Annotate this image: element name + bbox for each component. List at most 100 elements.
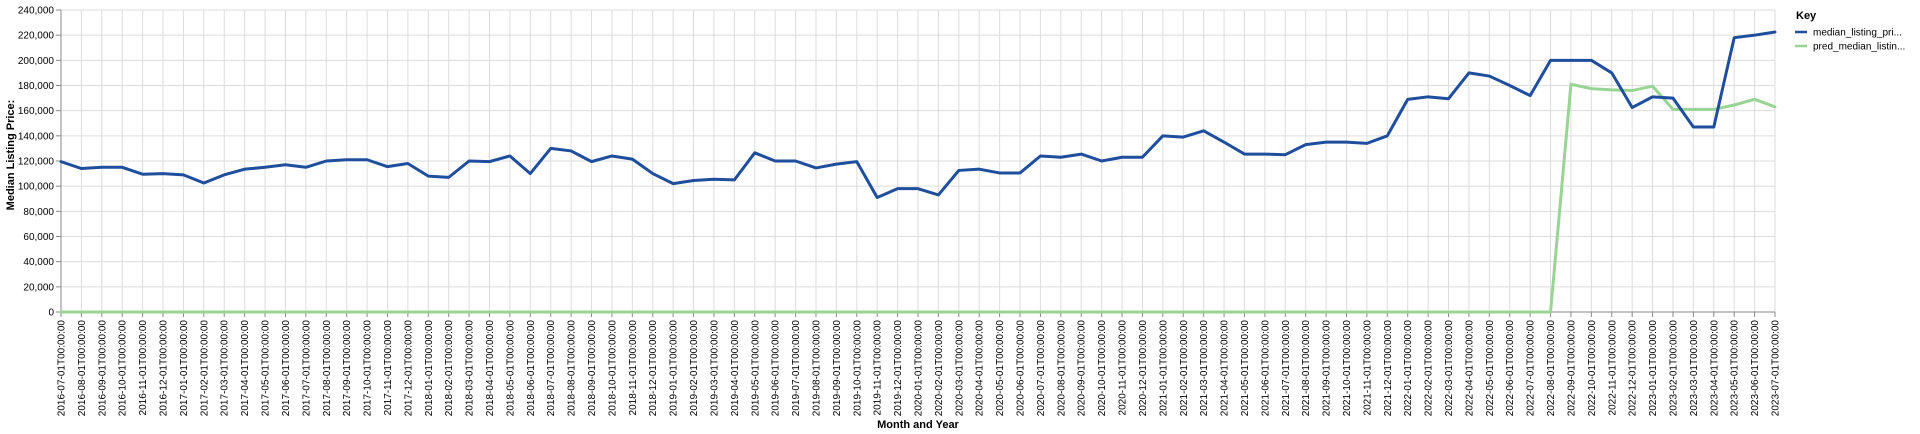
x-tick-label: 2019-11-01T00:00:00 (873, 320, 884, 416)
grid-lines (60, 9, 1776, 313)
y-tick-label: 240,000 (18, 6, 55, 17)
x-tick-label: 2022-08-01T00:00:00 (1546, 320, 1557, 417)
x-tick-label: 2020-11-01T00:00:00 (1118, 320, 1129, 416)
x-tick-label: 2020-05-01T00:00:00 (995, 320, 1006, 417)
x-tick-label: 2021-09-01T00:00:00 (1322, 320, 1333, 417)
x-tick-label: 2020-09-01T00:00:00 (1077, 320, 1088, 417)
x-tick-label: 2019-08-01T00:00:00 (811, 320, 822, 417)
y-tick-label: 180,000 (18, 81, 55, 92)
x-tick-label: 2022-09-01T00:00:00 (1566, 320, 1577, 417)
x-tick-label: 2023-02-01T00:00:00 (1668, 320, 1679, 417)
legend-label: pred_median_listin... (1813, 42, 1905, 53)
x-tick-label: 2018-03-01T00:00:00 (465, 320, 476, 417)
y-tick-label: 40,000 (23, 257, 54, 268)
x-tick-label: 2022-07-01T00:00:00 (1526, 320, 1537, 417)
x-tick-label: 2018-05-01T00:00:00 (505, 320, 516, 417)
x-tick-label: 2019-06-01T00:00:00 (771, 320, 782, 417)
x-tick-label: 2021-12-01T00:00:00 (1383, 320, 1394, 417)
x-tick-label: 2023-07-01T00:00:00 (1771, 320, 1782, 417)
x-tick-label: 2021-05-01T00:00:00 (1240, 320, 1251, 417)
y-tick-label: 120,000 (18, 157, 55, 168)
x-tick-label: 2021-04-01T00:00:00 (1220, 320, 1231, 417)
x-tick-label: 2020-01-01T00:00:00 (914, 320, 925, 417)
x-tick-label: 2023-04-01T00:00:00 (1709, 320, 1720, 417)
y-axis-title: Median Listing Price: (5, 100, 17, 211)
x-tick-label: 2018-01-01T00:00:00 (424, 320, 435, 417)
x-tick-label: 2018-07-01T00:00:00 (546, 320, 557, 417)
x-tick-label: 2021-03-01T00:00:00 (1199, 320, 1210, 417)
x-tick-label: 2021-07-01T00:00:00 (1281, 320, 1292, 417)
x-tick-label: 2022-03-01T00:00:00 (1444, 320, 1455, 417)
x-tick-label: 2020-02-01T00:00:00 (934, 320, 945, 417)
x-tick-label: 2016-09-01T00:00:00 (97, 320, 108, 417)
x-tick-label: 2019-05-01T00:00:00 (750, 320, 761, 417)
x-tick-label: 2021-08-01T00:00:00 (1301, 320, 1312, 417)
x-tick-label: 2016-11-01T00:00:00 (138, 320, 149, 416)
x-tick-label: 2020-10-01T00:00:00 (1097, 320, 1108, 417)
x-tick-label: 2019-02-01T00:00:00 (689, 320, 700, 417)
x-tick-label: 2022-12-01T00:00:00 (1628, 320, 1639, 417)
x-tick-label: 2016-10-01T00:00:00 (118, 320, 129, 417)
x-tick-label: 2018-09-01T00:00:00 (587, 320, 598, 417)
series-line (59, 82, 1777, 314)
x-tick-label: 2017-09-01T00:00:00 (342, 320, 353, 417)
x-tick-label: 2020-06-01T00:00:00 (1016, 320, 1027, 417)
x-tick-label: 2017-07-01T00:00:00 (301, 320, 312, 417)
legend-items: median_listing_pri... pred_median_listin.… (1795, 28, 1905, 53)
x-tick-label: 2022-06-01T00:00:00 (1505, 320, 1516, 417)
x-tick-label: 2016-12-01T00:00:00 (159, 320, 170, 417)
y-tick-label: 200,000 (18, 56, 55, 67)
x-tick-label: 2019-10-01T00:00:00 (852, 320, 863, 417)
y-tick-label: 80,000 (23, 207, 54, 218)
x-tick-label: 2019-09-01T00:00:00 (832, 320, 843, 417)
x-tick-label: 2019-07-01T00:00:00 (791, 320, 802, 417)
y-tick-label: 60,000 (23, 232, 54, 243)
x-tick-label: 2018-11-01T00:00:00 (628, 320, 639, 416)
x-tick-label: 2019-12-01T00:00:00 (893, 320, 904, 417)
x-tick-label: 2021-02-01T00:00:00 (1179, 320, 1190, 417)
x-tick-label: 2022-10-01T00:00:00 (1587, 320, 1598, 417)
x-tick-label: 2017-03-01T00:00:00 (220, 320, 231, 417)
legend-label: median_listing_pri... (1813, 28, 1902, 39)
x-tick-label: 2023-05-01T00:00:00 (1730, 320, 1741, 417)
x-tick-label: 2021-06-01T00:00:00 (1260, 320, 1271, 417)
x-tick-label: 2017-01-01T00:00:00 (179, 320, 190, 417)
x-tick-label: 2021-01-01T00:00:00 (1158, 320, 1169, 417)
y-tick-label: 0 (48, 308, 54, 319)
plot-lines (59, 30, 1777, 314)
x-tick-label: 2017-10-01T00:00:00 (363, 320, 374, 417)
y-tick-label: 20,000 (23, 282, 54, 293)
x-tick-label: 2017-05-01T00:00:00 (261, 320, 272, 417)
x-tick-label: 2019-04-01T00:00:00 (730, 320, 741, 417)
x-tick-label: 2023-06-01T00:00:00 (1750, 320, 1761, 417)
x-axis-title: Month and Year (877, 419, 959, 431)
x-tick-label: 2018-06-01T00:00:00 (526, 320, 537, 417)
x-tick-label: 2019-03-01T00:00:00 (709, 320, 720, 417)
x-tick-label: 2018-02-01T00:00:00 (444, 320, 455, 417)
x-tick-label: 2016-08-01T00:00:00 (77, 320, 88, 417)
x-tick-label: 2017-04-01T00:00:00 (240, 320, 251, 417)
x-tick-label: 2018-12-01T00:00:00 (648, 320, 659, 417)
y-axis: 0 20,000 40,000 60,000 80,000 100,000 120,000 1… (18, 6, 62, 319)
y-tick-label: 160,000 (18, 106, 55, 117)
x-tick-label: 2018-04-01T00:00:00 (485, 320, 496, 417)
x-tick-label: 2017-08-01T00:00:00 (322, 320, 333, 417)
x-tick-label: 2019-01-01T00:00:00 (669, 320, 680, 417)
x-tick-label: 2023-01-01T00:00:00 (1648, 320, 1659, 417)
series-line (59, 30, 1777, 199)
x-tick-label: 2022-05-01T00:00:00 (1485, 320, 1496, 417)
x-tick-label: 2021-11-01T00:00:00 (1362, 320, 1373, 416)
x-tick-label: 2018-10-01T00:00:00 (607, 320, 618, 417)
x-tick-label: 2023-03-01T00:00:00 (1689, 320, 1700, 417)
x-tick-label: 2022-01-01T00:00:00 (1403, 320, 1414, 417)
x-tick-label: 2017-02-01T00:00:00 (199, 320, 210, 417)
x-tick-label: 2018-08-01T00:00:00 (567, 320, 578, 417)
x-tick-label: 2022-02-01T00:00:00 (1424, 320, 1435, 417)
x-tick-label: 2017-11-01T00:00:00 (383, 320, 394, 416)
legend-title: Key (1796, 10, 1817, 22)
x-tick-label: 2017-06-01T00:00:00 (281, 320, 292, 417)
x-tick-label: 2020-04-01T00:00:00 (975, 320, 986, 417)
legend: Key median_listing_pri... pred_median_lis… (1795, 10, 1905, 53)
y-tick-label: 100,000 (18, 182, 55, 193)
